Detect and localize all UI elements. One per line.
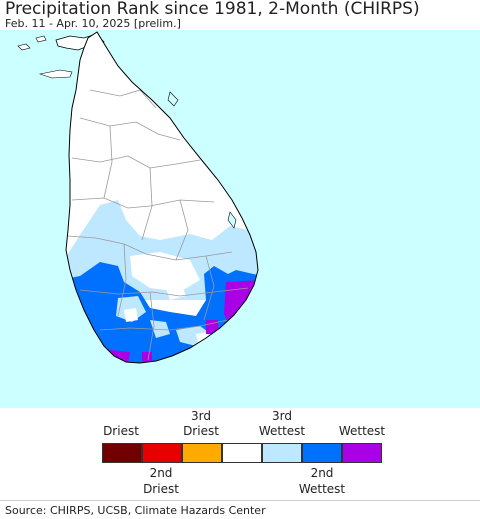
white-patch: [164, 280, 186, 300]
light-blue-patch: [150, 320, 170, 338]
northern-islet: [17, 43, 31, 51]
legend-label-3rd-driest-line1: 3rd: [191, 409, 211, 423]
legend-swatch-2nd-wettest: [302, 443, 342, 463]
precipitation-rank-layer: [66, 200, 258, 363]
legend-swatch-3rd-wettest: [262, 443, 302, 463]
legend-label-2nd-driest-line2: Driest: [143, 482, 179, 496]
source-credit: Source: CHIRPS, UCSB, Climate Hazards Ce…: [5, 504, 266, 517]
white-patch: [124, 308, 138, 322]
legend-label-3rd-wettest-line2: Wettest: [258, 424, 306, 438]
east-coast-lagoon: [227, 211, 237, 229]
northern-islet: [35, 35, 47, 43]
legend-swatch-wettest: [342, 443, 382, 463]
legend-swatch-normal: [222, 443, 262, 463]
east-coast-lagoon: [167, 91, 179, 107]
light-blue-patch: [96, 210, 114, 228]
legend-swatch-driest: [102, 443, 142, 463]
mannar-island: [38, 69, 73, 79]
map-subtitle: Feb. 11 - Apr. 10, 2025 [prelim.]: [5, 17, 181, 30]
white-interior-region: [130, 252, 200, 292]
legend-label-2nd-driest-line1: 2nd: [149, 466, 173, 480]
map-title: Precipitation Rank since 1981, 2-Month (…: [5, 0, 420, 19]
wettest-patch: [206, 320, 218, 334]
legend-label-2nd-wettest-line1: 2nd: [310, 466, 334, 480]
legend-label-driest: Driest: [103, 424, 139, 438]
wettest-patch: [142, 352, 152, 362]
legend-label-3rd-driest-line2: Driest: [183, 424, 219, 438]
legend-swatch-3rd-driest: [182, 443, 222, 463]
footer-divider: [0, 500, 480, 501]
legend-label-wettest: Wettest: [338, 424, 386, 438]
island-coastline: [65, 31, 259, 364]
district-boundaries: [67, 89, 249, 361]
sri-lanka-precipitation-map: [0, 30, 480, 408]
legend-label-3rd-wettest-line1: 3rd: [272, 409, 292, 423]
legend-swatch-2nd-driest: [142, 443, 182, 463]
legend-label-2nd-wettest-line2: Wettest: [298, 482, 346, 496]
